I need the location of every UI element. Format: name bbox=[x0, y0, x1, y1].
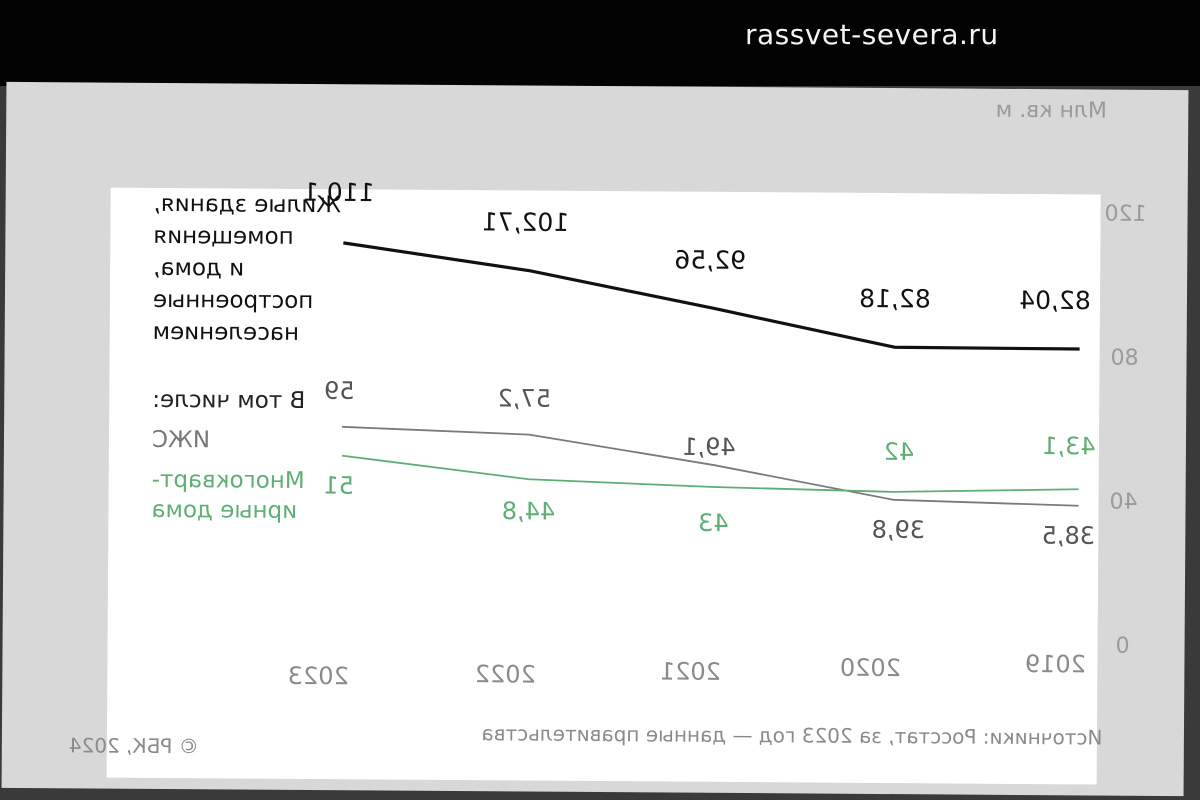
data-label-2: 43,1 bbox=[1042, 432, 1096, 460]
copyright: © РБК, 2024 bbox=[69, 733, 199, 758]
y-tick-label: 120 bbox=[1104, 202, 1146, 227]
legend-main-line: построенные bbox=[153, 287, 314, 314]
site-name: rassvet-severa.ru bbox=[745, 18, 999, 51]
source-note: Источники: Росстат, за 2023 год — данные… bbox=[481, 721, 1102, 749]
legend-main-line: помещения bbox=[153, 223, 293, 250]
chart-card: Млн кв. м 0 40 80 120 2019 2020 2021 2022 2023 82,… bbox=[1, 81, 1189, 797]
data-label-0: 110,1 bbox=[303, 178, 375, 207]
legend-main-line: и дома, bbox=[153, 255, 244, 282]
legend-main-line: населением bbox=[153, 319, 299, 346]
data-label-1: 38,5 bbox=[1042, 522, 1096, 550]
legend-subheading: В том числе: bbox=[152, 387, 305, 414]
data-label-2: 51 bbox=[323, 472, 354, 500]
line-chart: Млн кв. м 0 40 80 120 2019 2020 2021 2022 2023 82,… bbox=[69, 98, 1147, 758]
top-bar: rassvet-severa.ru bbox=[0, 0, 1200, 86]
series-line-0 bbox=[343, 241, 1080, 351]
data-label-1: 59 bbox=[324, 377, 355, 405]
x-tick-label: 2019 bbox=[1025, 650, 1086, 678]
data-label-1: 57,2 bbox=[497, 384, 551, 412]
data-label-0: 102,71 bbox=[482, 207, 570, 237]
legend-mkd-line: ирные дома bbox=[151, 497, 297, 524]
data-label-1: 49,1 bbox=[682, 433, 736, 461]
series-line-1 bbox=[342, 425, 1079, 507]
data-label-2: 43 bbox=[698, 509, 729, 537]
data-label-2: 44,8 bbox=[502, 497, 556, 525]
x-tick-label: 2021 bbox=[660, 657, 721, 685]
legend-mkd-line: Многокварт- bbox=[152, 467, 305, 494]
y-tick-label: 40 bbox=[1109, 490, 1137, 515]
data-label-0: 82,18 bbox=[859, 284, 931, 313]
x-tick-label: 2023 bbox=[288, 662, 349, 690]
y-tick-label: 0 bbox=[1115, 634, 1129, 659]
data-label-0: 82,04 bbox=[1019, 286, 1091, 315]
legend-main-line: Жилые здания, bbox=[154, 191, 342, 218]
y-axis-label: Млн кв. м bbox=[996, 98, 1107, 124]
x-tick-label: 2020 bbox=[840, 654, 901, 682]
legend-izhs: ИЖС bbox=[152, 427, 210, 453]
data-label-1: 39,8 bbox=[872, 516, 926, 544]
data-label-0: 92,56 bbox=[674, 245, 746, 274]
data-label-2: 42 bbox=[884, 438, 915, 466]
series-line-2 bbox=[341, 454, 1079, 493]
x-tick-label: 2022 bbox=[475, 660, 536, 688]
y-tick-label: 80 bbox=[1110, 346, 1138, 371]
